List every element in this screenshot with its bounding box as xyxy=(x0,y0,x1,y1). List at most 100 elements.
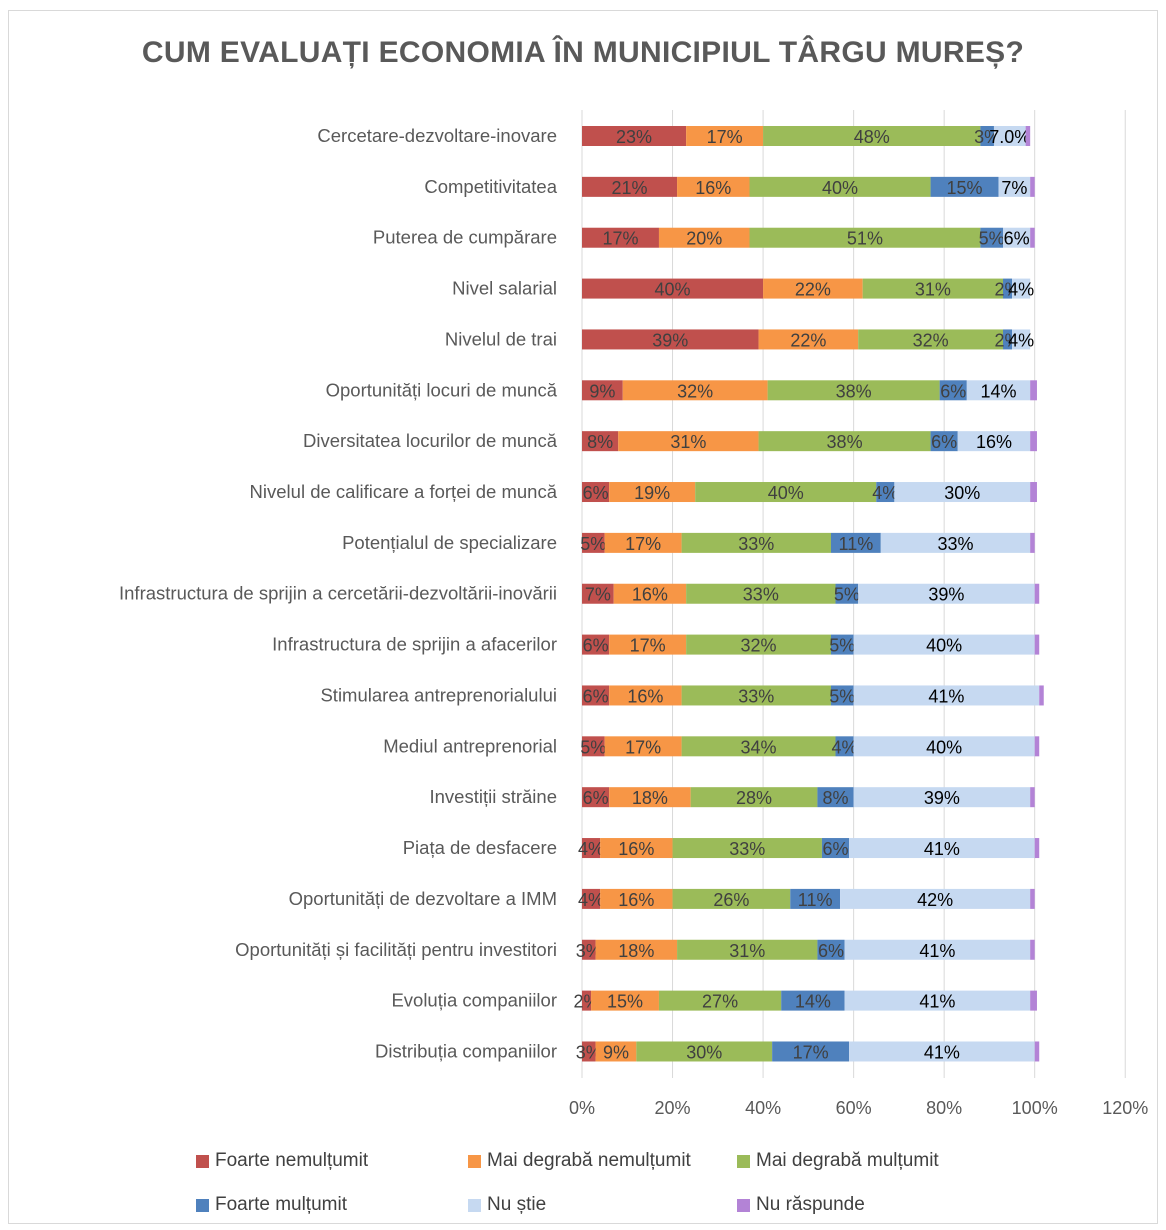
data-label: 23% xyxy=(616,127,652,147)
bar-segment xyxy=(686,634,831,655)
bar-segment xyxy=(604,532,682,553)
bar-segment xyxy=(758,431,931,452)
bar-segment xyxy=(582,990,592,1011)
data-label: 16% xyxy=(695,178,731,198)
bar-segment xyxy=(966,380,1031,401)
bar-segment xyxy=(1003,329,1013,350)
bar-segment xyxy=(582,838,601,859)
bar-segment xyxy=(636,1041,773,1062)
x-tick-label: 60% xyxy=(836,1098,872,1118)
bar-segment xyxy=(677,176,750,197)
data-label: 32% xyxy=(677,381,713,401)
data-label: 7.0% xyxy=(989,127,1030,147)
bar-segment xyxy=(957,431,1031,452)
data-label: 32% xyxy=(741,636,777,656)
data-label: 3% xyxy=(576,941,602,961)
bar-segment xyxy=(1039,685,1044,706)
bar-segment xyxy=(763,126,981,146)
bar-segment xyxy=(849,838,1035,859)
legend-item-nu-stie: Nu știe xyxy=(468,1194,546,1216)
bar-segment xyxy=(582,1041,596,1062)
bar-segment xyxy=(582,939,596,960)
bar-segment xyxy=(844,939,1031,960)
bar-segment xyxy=(582,126,687,146)
bar-segment xyxy=(686,126,764,146)
category-label: Oportunități locuri de muncă xyxy=(326,379,558,400)
data-label: 5% xyxy=(979,229,1005,249)
bar-segment xyxy=(613,583,687,604)
data-label: 15% xyxy=(607,992,643,1012)
bar-segment xyxy=(1034,838,1040,859)
bar-segment xyxy=(582,532,605,553)
data-label: 51% xyxy=(847,229,883,249)
data-label: 41% xyxy=(919,941,955,961)
category-label: Distribuția companiilor xyxy=(375,1040,557,1061)
category-label: Oportunități de dezvoltare a IMM xyxy=(289,888,557,909)
data-label: 6% xyxy=(583,686,609,706)
data-label: 6% xyxy=(940,381,966,401)
data-label: 5% xyxy=(834,585,860,605)
data-label: 34% xyxy=(741,737,777,757)
bar-segment xyxy=(758,329,859,350)
bar-segment xyxy=(582,482,610,503)
bar-segment xyxy=(1030,227,1035,248)
bar-segment xyxy=(858,329,1004,350)
bar-segment xyxy=(790,888,841,909)
bar-segment xyxy=(1030,176,1035,197)
bar-segment xyxy=(1034,736,1040,757)
data-label: 39% xyxy=(924,788,960,808)
bar-segment xyxy=(672,888,791,909)
data-label: 33% xyxy=(738,686,774,706)
data-label: 38% xyxy=(836,381,872,401)
data-label: 16% xyxy=(976,432,1012,452)
data-label: 5% xyxy=(829,636,855,656)
bar-segment xyxy=(686,583,836,604)
bar-segment xyxy=(821,838,850,859)
legend-label: Mai degrabă nemulțumit xyxy=(487,1150,691,1171)
bar-segment xyxy=(1034,1041,1040,1062)
data-label: 40% xyxy=(822,178,858,198)
bar-segment xyxy=(582,176,678,197)
data-label: 14% xyxy=(980,381,1016,401)
data-label: 31% xyxy=(729,941,765,961)
data-label: 11% xyxy=(839,534,874,554)
data-label: 33% xyxy=(937,534,973,554)
data-label: 6% xyxy=(823,839,849,859)
data-label: 17% xyxy=(630,636,666,656)
data-label: 32% xyxy=(913,330,949,350)
category-label: Piața de desfacere xyxy=(403,837,557,858)
data-label: 31% xyxy=(915,280,951,300)
bar-segment xyxy=(876,482,895,503)
bar-segment xyxy=(582,227,659,248)
bar-segment xyxy=(849,1041,1035,1062)
bar-segment xyxy=(582,736,605,757)
category-label: Mediul antreprenorial xyxy=(383,735,557,756)
x-tick-label: 100% xyxy=(1012,1098,1058,1118)
bar-segment xyxy=(894,482,1031,503)
bar-segment xyxy=(582,431,619,452)
x-tick-label: 40% xyxy=(745,1098,781,1118)
bar-segment xyxy=(582,329,759,350)
bar-segment xyxy=(749,227,981,248)
data-label: 21% xyxy=(612,178,648,198)
x-tick-label: 120% xyxy=(1102,1098,1148,1118)
bar-segment xyxy=(582,634,610,655)
data-label: 3% xyxy=(974,127,1000,147)
data-label: 4% xyxy=(1008,280,1034,300)
bar-segment xyxy=(1034,583,1040,604)
x-tick-label: 20% xyxy=(655,1098,691,1118)
data-label: 6% xyxy=(931,432,957,452)
data-label: 16% xyxy=(618,839,654,859)
data-label: 6% xyxy=(583,483,609,503)
bar-segment xyxy=(939,380,967,401)
legend-item-foarte-nemultumit: Foarte nemulțumit xyxy=(196,1150,368,1172)
category-label: Oportunități și facilități pentru invest… xyxy=(235,939,557,960)
data-label: 7% xyxy=(1001,178,1027,198)
data-label: 33% xyxy=(738,534,774,554)
data-label: 28% xyxy=(736,788,772,808)
category-label: Evoluția companiilor xyxy=(391,990,557,1011)
bar-segment xyxy=(1030,532,1035,553)
category-label: Nivelul de calificare a forței de muncă xyxy=(250,481,558,502)
data-label: 16% xyxy=(632,585,668,605)
